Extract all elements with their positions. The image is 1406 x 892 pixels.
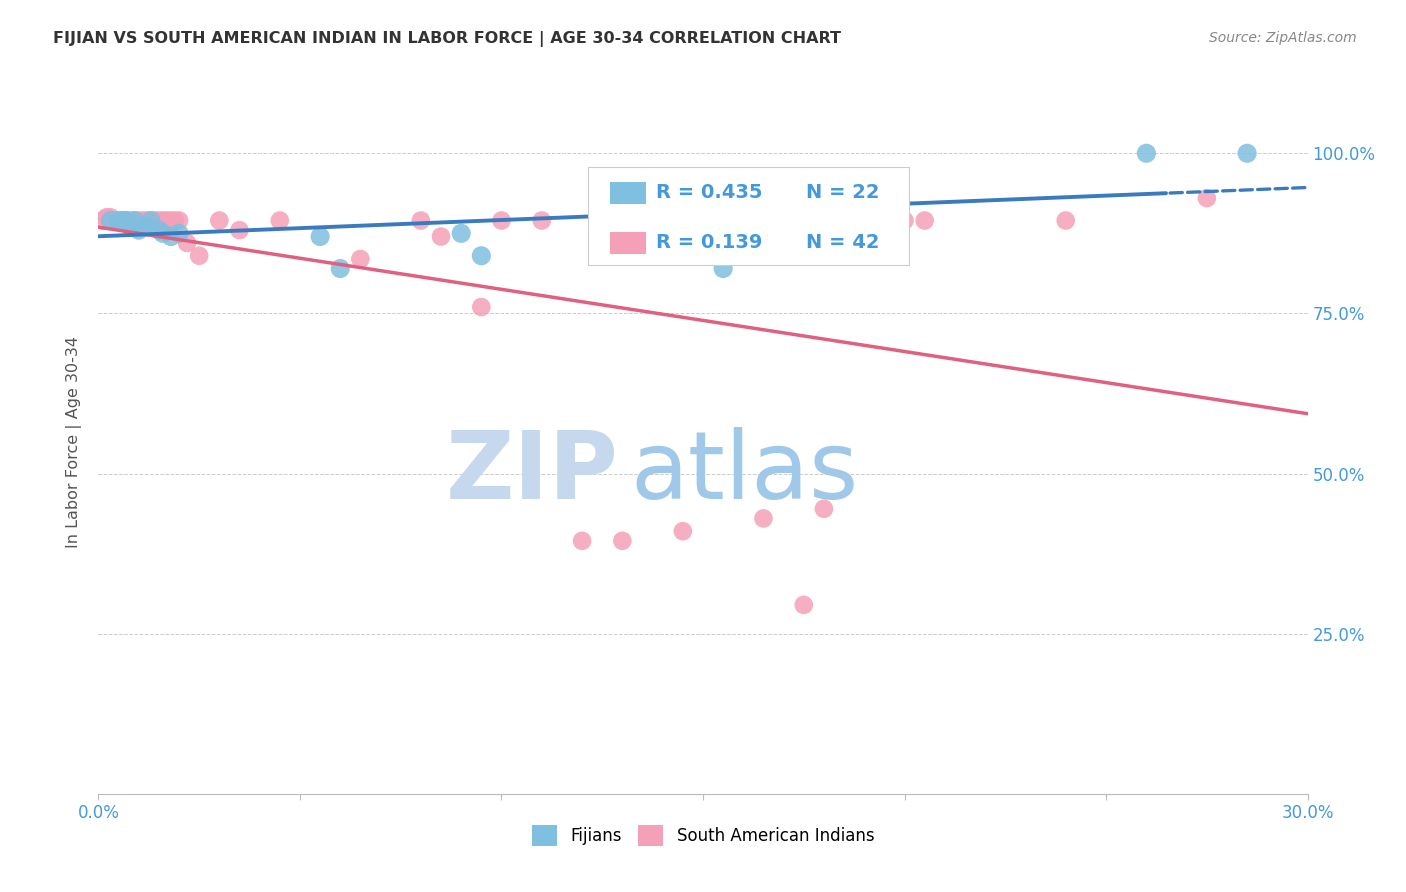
Point xyxy=(813,501,835,516)
Point xyxy=(409,213,432,227)
Point xyxy=(692,243,714,257)
Point xyxy=(269,213,291,227)
Point xyxy=(100,211,122,225)
Point xyxy=(470,249,492,263)
Point xyxy=(571,533,593,548)
Text: R = 0.435: R = 0.435 xyxy=(655,183,762,202)
Point xyxy=(612,533,634,548)
Point xyxy=(152,227,174,241)
Point xyxy=(91,213,114,227)
Point xyxy=(450,227,472,241)
Point xyxy=(156,213,179,227)
Point xyxy=(132,219,155,234)
Point xyxy=(470,300,492,314)
Point xyxy=(103,213,125,227)
Point xyxy=(176,235,198,250)
Point xyxy=(148,223,170,237)
Point xyxy=(491,213,513,227)
Point xyxy=(115,213,138,227)
Point xyxy=(309,229,332,244)
Point xyxy=(1195,191,1218,205)
Point xyxy=(208,213,231,227)
Point xyxy=(893,213,915,227)
Legend: Fijians, South American Indians: Fijians, South American Indians xyxy=(524,819,882,853)
Point xyxy=(143,213,166,227)
Text: FIJIAN VS SOUTH AMERICAN INDIAN IN LABOR FORCE | AGE 30-34 CORRELATION CHART: FIJIAN VS SOUTH AMERICAN INDIAN IN LABOR… xyxy=(53,31,841,47)
Point xyxy=(167,227,190,241)
Point xyxy=(711,261,734,276)
Point xyxy=(167,213,190,227)
Point xyxy=(128,213,150,227)
FancyBboxPatch shape xyxy=(610,232,647,254)
Point xyxy=(329,261,352,276)
Point xyxy=(793,598,815,612)
FancyBboxPatch shape xyxy=(610,182,647,204)
Y-axis label: In Labor Force | Age 30-34: In Labor Force | Age 30-34 xyxy=(66,335,83,548)
Point xyxy=(1054,213,1077,227)
Text: atlas: atlas xyxy=(630,427,859,519)
Text: N = 42: N = 42 xyxy=(806,234,879,252)
Point xyxy=(135,219,157,234)
Point xyxy=(188,249,211,263)
Point xyxy=(111,213,134,227)
Point xyxy=(1236,146,1258,161)
Text: ZIP: ZIP xyxy=(446,427,619,519)
Point xyxy=(128,223,150,237)
FancyBboxPatch shape xyxy=(588,167,908,266)
Point xyxy=(160,213,183,227)
Point xyxy=(100,213,122,227)
Point xyxy=(120,219,142,234)
Point xyxy=(430,229,453,244)
Point xyxy=(160,229,183,244)
Point xyxy=(107,213,129,227)
Text: N = 22: N = 22 xyxy=(806,183,879,202)
Point xyxy=(96,211,118,225)
Point xyxy=(1135,146,1157,161)
Point xyxy=(132,213,155,227)
Point xyxy=(124,213,146,227)
Point xyxy=(120,213,142,227)
Point xyxy=(135,213,157,227)
Point xyxy=(148,213,170,227)
Point xyxy=(752,511,775,525)
Point xyxy=(139,213,162,227)
Point xyxy=(115,213,138,227)
Point xyxy=(152,213,174,227)
Point xyxy=(139,213,162,227)
Point xyxy=(107,213,129,227)
Point xyxy=(349,252,371,266)
Text: Source: ZipAtlas.com: Source: ZipAtlas.com xyxy=(1209,31,1357,45)
Point xyxy=(873,213,896,227)
Point xyxy=(914,213,936,227)
Point xyxy=(672,524,695,539)
Point xyxy=(111,213,134,227)
Point xyxy=(530,213,553,227)
Text: R = 0.139: R = 0.139 xyxy=(655,234,762,252)
Point xyxy=(163,213,186,227)
Point xyxy=(228,223,250,237)
Point xyxy=(124,213,146,227)
